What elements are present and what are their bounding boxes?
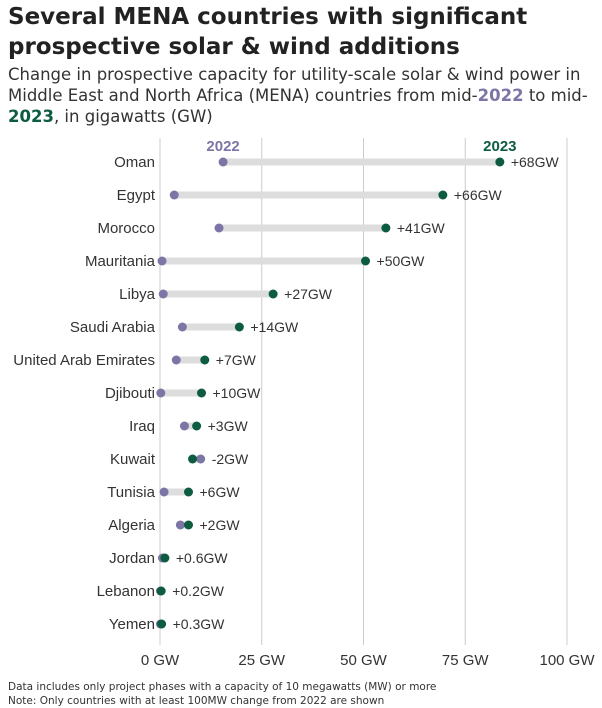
dot-2023 (438, 190, 448, 200)
dot-2022 (157, 256, 167, 266)
change-label: +66GW (454, 187, 503, 203)
change-label: -2GW (212, 451, 249, 467)
subtitle-text-3: , in gigawatts (GW) (53, 107, 213, 126)
country-label: Tunisia (107, 484, 155, 501)
change-label: +14GW (250, 319, 299, 335)
footnote: Data includes only project phases with a… (8, 680, 598, 708)
dot-2022 (159, 487, 169, 497)
x-tick-label: 100 GW (539, 652, 595, 669)
subtitle-year-2022: 2022 (477, 86, 524, 105)
change-label: +0.3GW (173, 616, 226, 632)
country-label: Mauritania (85, 253, 156, 270)
chart-subtitle: Change in prospective capacity for utili… (8, 64, 598, 127)
x-tick-label: 0 GW (141, 652, 180, 669)
dot-2023 (268, 289, 278, 299)
country-label: Djibouti (105, 385, 155, 402)
subtitle-text-1: Change in prospective capacity for utili… (8, 65, 581, 105)
dot-2022 (218, 157, 228, 167)
legend-label-2022: 2022 (206, 138, 239, 155)
change-label: +3GW (208, 418, 249, 434)
dot-2022 (169, 190, 179, 200)
dot-2023 (156, 586, 166, 596)
dot-2023 (234, 322, 244, 332)
dot-2023 (157, 619, 167, 629)
legend-label-2023: 2023 (483, 138, 516, 155)
dot-2023 (160, 553, 170, 563)
chart-title: Several MENA countries with significant … (8, 4, 528, 60)
change-label: +0.2GW (172, 583, 225, 599)
dot-2023 (200, 355, 210, 365)
change-label: +41GW (397, 220, 446, 236)
dot-2023 (183, 487, 193, 497)
x-tick-label: 75 GW (442, 652, 490, 669)
country-label: Kuwait (110, 451, 156, 468)
dot-2023 (197, 388, 207, 398)
dot-2023 (361, 256, 371, 266)
country-label: Lebanon (97, 583, 155, 600)
country-label: United Arab Emirates (13, 352, 155, 369)
dot-2023 (381, 223, 391, 233)
change-label: +0.6GW (176, 550, 229, 566)
country-label: Oman (114, 154, 155, 171)
dot-2022 (156, 388, 166, 398)
country-label: Egypt (117, 187, 156, 204)
footnote-line-1: Data includes only project phases with a… (8, 681, 437, 693)
dot-2022 (214, 223, 224, 233)
dot-2022 (179, 421, 189, 431)
x-tick-label: 50 GW (340, 652, 388, 669)
country-label: Morocco (97, 220, 155, 237)
country-label: Libya (119, 286, 156, 303)
change-label: +6GW (199, 484, 240, 500)
dumbbell-chart: 0 GW 25 GW 50 GW 75 GW 100 GW 2022 2023 Oman +68… (13, 138, 595, 669)
country-label: Jordan (109, 550, 155, 567)
subtitle-text-2: to mid- (523, 86, 588, 105)
country-label: Saudi Arabia (70, 319, 156, 336)
country-label: Yemen (109, 616, 155, 633)
change-label: +27GW (284, 286, 333, 302)
change-label: +2GW (199, 517, 240, 533)
dot-2022 (158, 289, 168, 299)
footnote-line-2: Note: Only countries with at least 100MW… (8, 695, 385, 707)
dot-2023 (188, 454, 198, 464)
country-label: Iraq (129, 418, 155, 435)
change-label: +10GW (213, 385, 262, 401)
dot-2022 (196, 454, 206, 464)
dot-2023 (192, 421, 202, 431)
change-label: +7GW (216, 352, 257, 368)
dot-2022 (171, 355, 181, 365)
dot-2023 (495, 157, 505, 167)
dot-2022 (177, 322, 187, 332)
country-label: Algeria (108, 517, 155, 534)
dot-2023 (183, 520, 193, 530)
change-label: +68GW (511, 154, 560, 170)
x-tick-label: 25 GW (238, 652, 286, 669)
change-label: +50GW (377, 253, 426, 269)
dot-2022 (175, 520, 185, 530)
subtitle-year-2023: 2023 (8, 107, 54, 126)
